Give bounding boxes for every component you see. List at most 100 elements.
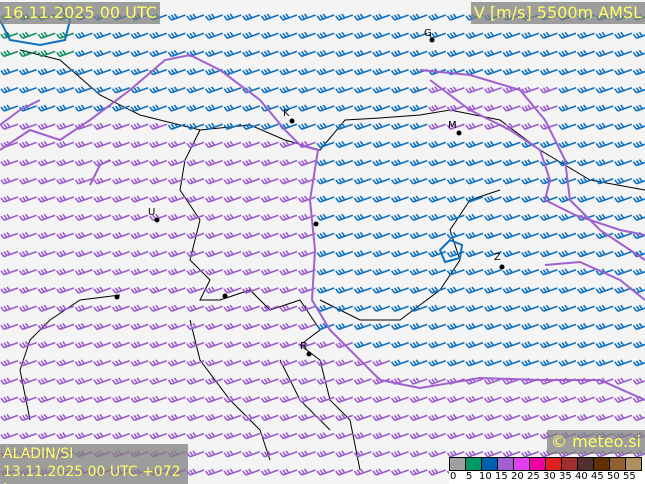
legend-tick: 20: [511, 471, 524, 482]
wind-barb: [614, 122, 633, 130]
wind-barb: [446, 122, 465, 130]
wind-barb: [149, 31, 168, 39]
wind-barb: [521, 122, 540, 130]
legend-tick: 25: [527, 471, 540, 482]
wind-barb: [353, 395, 372, 403]
wind-barb: [260, 140, 279, 149]
wind-barb: [56, 49, 75, 58]
wind-barb: [558, 413, 577, 422]
wind-barb: [353, 231, 372, 240]
wind-barb: [204, 395, 223, 403]
wind-barb: [409, 13, 428, 21]
wind-barb: [242, 86, 261, 94]
wind-barb: [204, 377, 223, 385]
wind-barb: [130, 413, 149, 422]
city-marker: [114, 294, 120, 300]
wind-barb: [279, 395, 298, 403]
wind-barb: [297, 468, 316, 476]
wind-barb: [446, 450, 465, 458]
wind-barb: [279, 268, 298, 276]
wind-barb: [223, 13, 242, 21]
wind-barb: [260, 468, 279, 476]
wind-barb: [37, 140, 56, 149]
wind-barb: [316, 49, 335, 58]
wind-barb: [465, 286, 484, 294]
wind-barb: [204, 31, 223, 39]
wind-barb: [111, 31, 130, 39]
wind-barb: [149, 122, 168, 130]
wind-barb: [316, 140, 335, 149]
wind-barb: [74, 341, 93, 349]
wind-barb: [111, 122, 130, 130]
legend-swatch: [497, 457, 514, 471]
wind-barb: [223, 432, 242, 440]
wind-barb: [0, 68, 19, 76]
wind-barb: [409, 140, 428, 149]
wind-barb: [279, 341, 298, 349]
wind-barb: [465, 213, 484, 221]
legend-swatch: [513, 457, 530, 471]
wind-barb: [37, 104, 56, 112]
legend-tick: 5: [466, 471, 473, 482]
wind-barb: [595, 231, 614, 240]
wind-barb: [223, 31, 242, 39]
wind-barb: [260, 213, 279, 221]
wind-barb: [130, 341, 149, 349]
wind-barb: [353, 177, 372, 185]
wind-barb: [279, 86, 298, 94]
wind-barb: [483, 268, 502, 276]
wind-barb: [335, 49, 354, 58]
wind-barb: [56, 159, 75, 167]
wind-barb: [446, 49, 465, 58]
wind-barb: [390, 359, 409, 367]
wind-barb: [316, 250, 335, 258]
wind-barb: [242, 432, 261, 440]
wind-barb: [56, 304, 75, 312]
wind-barb: [446, 86, 465, 94]
wind-barb: [353, 250, 372, 258]
wind-barb: [0, 395, 19, 403]
wind-barb: [521, 304, 540, 312]
wind-barb: [167, 377, 186, 385]
legend-swatch: [481, 457, 498, 471]
legend-tick: 50: [607, 471, 620, 482]
wind-barb: [465, 377, 484, 385]
wind-barb: [576, 49, 595, 58]
wind-barb: [483, 49, 502, 58]
wind-barb: [390, 140, 409, 149]
wind-barb: [260, 450, 279, 458]
wind-barb: [390, 49, 409, 58]
wind-barb: [297, 86, 316, 94]
wind-barb: [335, 450, 354, 458]
wind-barb: [614, 450, 633, 458]
wind-barb: [260, 322, 279, 331]
city-label: U: [148, 207, 156, 218]
wind-barb: [335, 377, 354, 385]
wind-barb: [18, 177, 37, 185]
wind-barb: [409, 31, 428, 39]
wind-barb: [167, 213, 186, 221]
wind-barb: [242, 268, 261, 276]
wind-barb: [576, 268, 595, 276]
wind-barb: [353, 413, 372, 422]
city-label: Z: [494, 252, 501, 263]
wind-barb: [242, 286, 261, 294]
wind-barb: [595, 359, 614, 367]
wind-barb: [595, 450, 614, 458]
wind-barb: [56, 86, 75, 94]
wind-barb: [595, 395, 614, 403]
wind-barb: [521, 159, 540, 167]
wind-barb: [558, 31, 577, 39]
wind-barb: [0, 322, 19, 331]
wind-barb: [223, 322, 242, 331]
wind-barb: [428, 432, 447, 440]
wind-barb: [409, 432, 428, 440]
wind-barb: [260, 341, 279, 349]
wind-barb: [167, 31, 186, 39]
wind-barb: [130, 159, 149, 167]
wind-barb: [111, 286, 130, 294]
wind-barb: [409, 359, 428, 367]
legend-tick: 40: [575, 471, 588, 482]
wind-barb: [111, 395, 130, 403]
wind-barb: [204, 413, 223, 422]
